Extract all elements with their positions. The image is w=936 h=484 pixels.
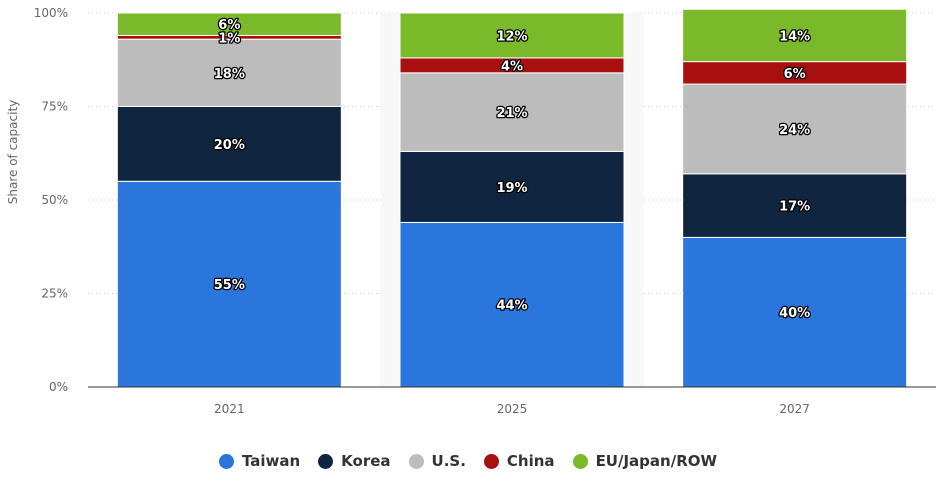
data-label: 4% <box>501 59 523 74</box>
legend-item-eu-japan-row[interactable]: EU/Japan/ROW <box>572 452 718 470</box>
legend-label: Taiwan <box>241 452 301 470</box>
bar-segment-eu-japan-row-2027[interactable] <box>682 8 908 63</box>
data-label: 6% <box>218 18 240 33</box>
legend-label: U.S. <box>431 452 466 470</box>
y-tick-label: 25% <box>41 287 68 301</box>
bar-segment-u-s--2025[interactable] <box>399 72 625 152</box>
data-label: 6% <box>784 67 806 82</box>
data-label: 12% <box>496 29 527 44</box>
y-tick-label: 50% <box>41 193 68 207</box>
bar-segment-u-s--2021[interactable] <box>116 38 342 107</box>
y-tick-label: 100% <box>34 6 68 20</box>
legend-label: China <box>506 452 555 470</box>
data-label: 55% <box>214 278 245 293</box>
legend-label: EU/Japan/ROW <box>595 452 718 470</box>
bar-segment-taiwan-2021[interactable] <box>116 180 342 388</box>
y-tick-label: 75% <box>41 100 68 114</box>
bar-segment-korea-2025[interactable] <box>399 150 625 223</box>
x-tick-label: 2025 <box>497 402 528 416</box>
data-label: 14% <box>779 29 810 44</box>
y-tick-label: 0% <box>49 380 68 394</box>
data-label: 24% <box>779 123 810 138</box>
data-label: 19% <box>496 181 527 196</box>
x-axis-ticks: 2021 2025 2027 <box>214 402 810 416</box>
y-axis-label: Share of capacity <box>6 100 20 204</box>
legend-item-u-s-[interactable]: U.S. <box>408 452 466 470</box>
legend-dot-icon <box>572 453 588 469</box>
data-label: 1% <box>218 31 240 46</box>
bar-segment-eu-japan-row-2021[interactable] <box>116 12 342 36</box>
x-tick-label: 2027 <box>779 402 810 416</box>
data-label: 17% <box>779 200 810 215</box>
data-label: 18% <box>214 67 245 82</box>
bar-segment-eu-japan-row-2025[interactable] <box>399 12 625 59</box>
data-label: 44% <box>496 299 527 314</box>
bars <box>116 8 908 388</box>
legend: Taiwan Korea U.S. China EU/Japan/ROW <box>0 452 936 470</box>
data-label: 21% <box>496 106 527 121</box>
bar-segment-u-s--2027[interactable] <box>682 83 908 175</box>
legend-dot-icon <box>483 453 499 469</box>
legend-item-china[interactable]: China <box>483 452 555 470</box>
data-label: 20% <box>214 138 245 153</box>
bar-segment-taiwan-2027[interactable] <box>682 236 908 388</box>
legend-item-korea[interactable]: Korea <box>318 452 391 470</box>
legend-dot-icon <box>218 453 234 469</box>
data-label: 40% <box>779 306 810 321</box>
legend-dot-icon <box>318 453 334 469</box>
data-labels: 55%20%18%1%6%44%19%21%4%12%40%17%24%6%14… <box>213 17 812 322</box>
legend-label: Korea <box>341 452 391 470</box>
y-axis-ticks: 0% 25% 50% 75% 100% <box>34 6 68 394</box>
stacked-bar-chart: 55%20%18%1%6%44%19%21%4%12%40%17%24%6%14… <box>6 6 936 416</box>
x-tick-label: 2021 <box>214 402 245 416</box>
legend-item-taiwan[interactable]: Taiwan <box>218 452 301 470</box>
legend-dot-icon <box>408 453 424 469</box>
